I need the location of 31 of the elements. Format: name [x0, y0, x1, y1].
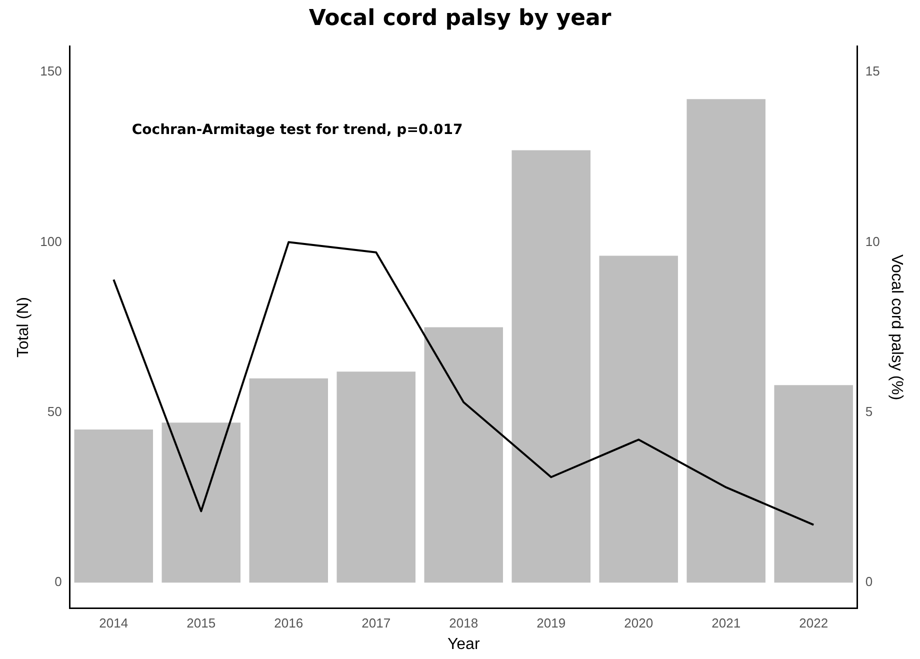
y-tick-label: 150 — [40, 64, 62, 79]
y-axis-title: Total (N) — [15, 297, 32, 358]
bar — [74, 429, 154, 583]
x-tick-label: 2019 — [536, 616, 566, 631]
bar — [249, 378, 328, 583]
annotation: Cochran-Armitage test for trend, p=0.017 — [132, 122, 463, 138]
y2-tick-label: 0 — [865, 574, 873, 590]
y2-tick-label: 15 — [865, 64, 880, 79]
x-axis-title: Year — [447, 636, 480, 653]
bar — [686, 99, 766, 583]
bar — [774, 385, 853, 583]
bar — [512, 150, 590, 583]
bar — [424, 327, 503, 583]
x-tick-label: 2022 — [799, 616, 828, 631]
x-tick-label: 2014 — [99, 616, 128, 631]
x-tick-label: 2017 — [362, 616, 391, 631]
y-tick-label: 100 — [40, 234, 62, 249]
y-tick-label: 0 — [54, 574, 62, 590]
y2-axis-title: Vocal cord palsy (%) — [888, 254, 905, 400]
x-tick-label: 2020 — [624, 616, 654, 631]
bar — [336, 372, 416, 583]
bar — [162, 422, 241, 583]
y2-tick-label: 10 — [865, 234, 880, 249]
x-tick-label: 2016 — [274, 616, 304, 631]
y2-tick-label: 5 — [865, 404, 873, 419]
x-tick-label: 2021 — [712, 616, 741, 631]
x-tick-label: 2015 — [186, 616, 216, 631]
chart-title: Vocal cord palsy by year — [308, 6, 612, 31]
bar — [599, 256, 678, 583]
y-tick-label: 50 — [47, 404, 62, 419]
x-tick-label: 2018 — [449, 616, 478, 631]
